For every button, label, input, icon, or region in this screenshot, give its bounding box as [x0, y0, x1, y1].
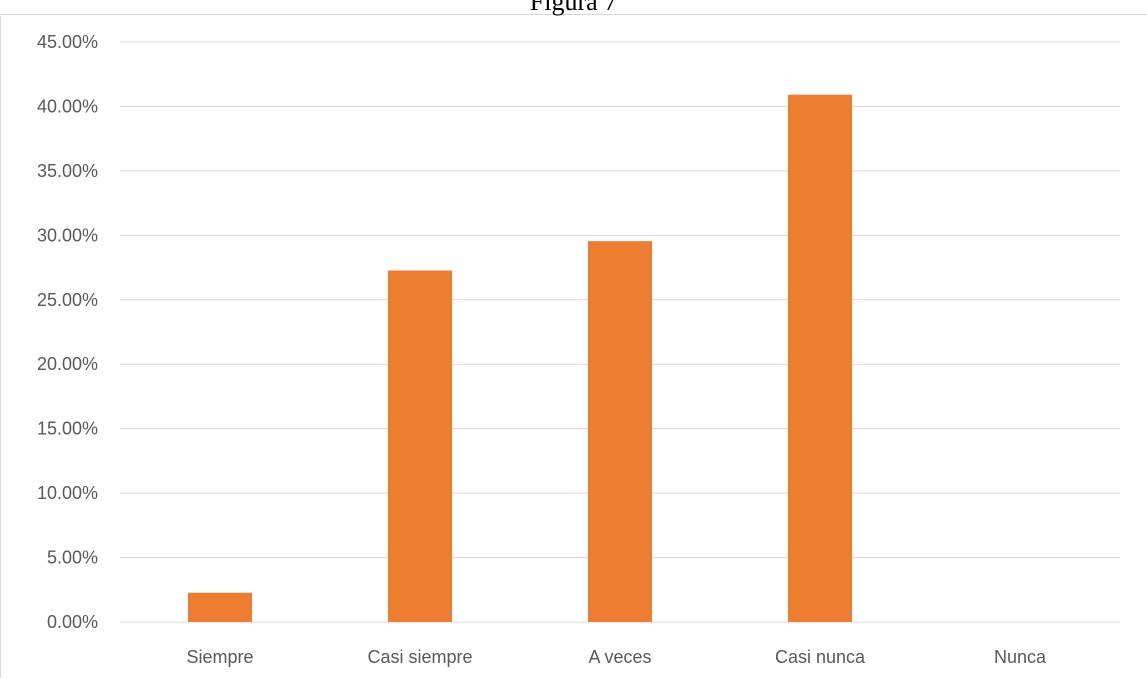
y-tick-label: 15.00% [37, 419, 98, 439]
bar-a-veces [588, 241, 652, 622]
bar-siempre [188, 592, 252, 622]
y-tick-label: 25.00% [37, 290, 98, 310]
chart-frame-top [0, 14, 1147, 15]
y-tick-label: 0.00% [47, 612, 98, 632]
y-tick-label: 20.00% [37, 354, 98, 374]
x-tick-label: Nunca [994, 647, 1047, 667]
y-tick-label: 10.00% [37, 483, 98, 503]
y-tick-label: 45.00% [37, 32, 98, 52]
y-tick-label: 35.00% [37, 161, 98, 181]
y-tick-label: 40.00% [37, 96, 98, 116]
bar-casi-nunca [788, 94, 852, 622]
x-tick-label: A veces [588, 647, 651, 667]
y-tick-label: 30.00% [37, 225, 98, 245]
chart-frame-left [0, 16, 1, 678]
x-tick-label: Casi siempre [367, 647, 472, 667]
chart-title: Figura 7 [529, 0, 618, 16]
bar-casi-siempre [388, 270, 452, 622]
x-tick-label: Casi nunca [775, 647, 866, 667]
x-tick-label: Siempre [186, 647, 253, 667]
y-tick-label: 5.00% [47, 548, 98, 568]
